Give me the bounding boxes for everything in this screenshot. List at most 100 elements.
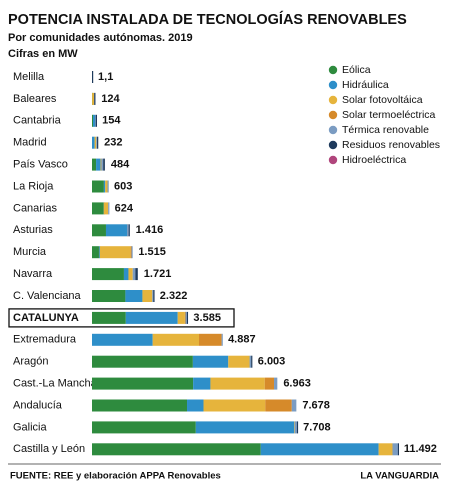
bar-segment [128,224,130,237]
bar-segment [92,114,94,127]
bar-segment [100,158,102,171]
bar-segment [92,202,104,215]
category-label: C. Valenciana [13,290,82,302]
bar-segment [92,311,126,324]
bar-segment [98,246,101,259]
bar-segment [392,443,398,456]
total-label: 1,1 [98,71,113,83]
total-label: 7.678 [302,399,330,411]
total-label: 1.515 [138,246,166,258]
legend-label: Hidroeléctrica [342,154,406,166]
bar-segment [221,333,223,346]
bar-segment [92,246,99,259]
bar-segment [193,377,211,390]
total-label: 1.721 [144,268,172,280]
bar-segment [203,399,266,412]
bar-segment [264,377,275,390]
bar-segment [96,158,101,171]
bar-segment [192,355,229,368]
bar-segment [92,268,124,281]
total-label: 6.003 [258,356,286,368]
bar-segment [210,377,265,390]
category-label: Galicia [13,421,48,433]
total-label: 3.585 [193,312,221,324]
category-label: Cantabria [13,115,62,127]
legend-label: Solar termoeléctrica [342,109,436,121]
total-label: 624 [115,202,134,214]
bar-segment [92,399,188,412]
bar-segment [251,355,253,368]
total-label: 2.322 [160,290,188,302]
total-label: 6.963 [283,378,311,390]
bar-segment [92,290,126,302]
bar-segment [92,136,95,149]
bar-segment [184,311,187,324]
bar-segment [186,311,189,324]
category-label: Castilla y León [13,443,85,455]
legend-swatch [328,125,338,135]
bar-segment [153,290,155,302]
category-label: Asturias [13,224,53,236]
legend-label: Eólica [342,64,371,76]
category-label: Cast.-La Mancha [13,378,98,390]
total-label: 232 [104,137,122,149]
bar-segment [92,443,261,456]
bar-segment [95,114,97,127]
bar-segment [130,246,132,259]
bar-segment [125,290,143,302]
bar-segment [291,399,297,412]
bar-segment [198,333,222,346]
bar-segment [103,202,109,215]
bar-segment [105,180,108,193]
total-label: 124 [101,93,120,105]
category-label: Madrid [13,137,47,149]
bar-segment [92,355,193,368]
category-label: Melilla [13,71,45,83]
bar-segment [93,114,96,127]
subtitle: Por comunidades autónomas. 2019 [8,32,193,44]
legend-label: Hidráulica [342,79,389,91]
bar-segment [92,333,153,346]
bar-segment [127,224,129,237]
legend-label: Solar fotovoltáica [342,94,423,106]
total-label: 603 [114,180,132,192]
bar-segment [397,443,400,456]
category-label: Andalucía [13,399,63,411]
bar-segment [152,333,199,346]
source: FUENTE: REE y elaboración APPA Renovable… [10,471,221,482]
bar-segment [135,268,138,281]
bar-segment [249,355,252,368]
highlight-box [8,308,235,328]
bar-segment [128,268,133,281]
bar-segment [131,246,133,259]
bar-segment [105,224,127,237]
legend-swatch [328,95,338,105]
category-label: Baleares [13,93,57,105]
bar-segment [92,71,94,83]
bar-segment [92,224,106,237]
bar-segment [108,202,110,215]
total-label: 154 [102,115,121,127]
bar-segment [265,399,292,412]
total-label: 1.416 [136,224,164,236]
bar-segment [97,136,99,149]
legend-swatch [328,140,338,150]
bar-segment [294,421,297,434]
bar-segment [94,136,97,149]
bar-segment [125,311,178,324]
legend-label: Térmica renovable [342,124,429,136]
legend-swatch [328,110,338,120]
category-label: Extremadura [13,334,77,346]
category-label: Canarias [13,202,58,214]
bar-segment [177,311,185,324]
bar-segment [228,355,250,368]
legend-swatch [328,65,338,75]
bar-segment [195,421,295,434]
bar-segment [152,290,154,302]
bar-segment [92,158,97,171]
category-label: CATALUNYA [13,312,79,324]
legend-label: Residuos renovables [342,139,440,151]
bar-segment [274,377,278,390]
bar-segment [260,443,379,456]
bar-segment [103,180,106,193]
